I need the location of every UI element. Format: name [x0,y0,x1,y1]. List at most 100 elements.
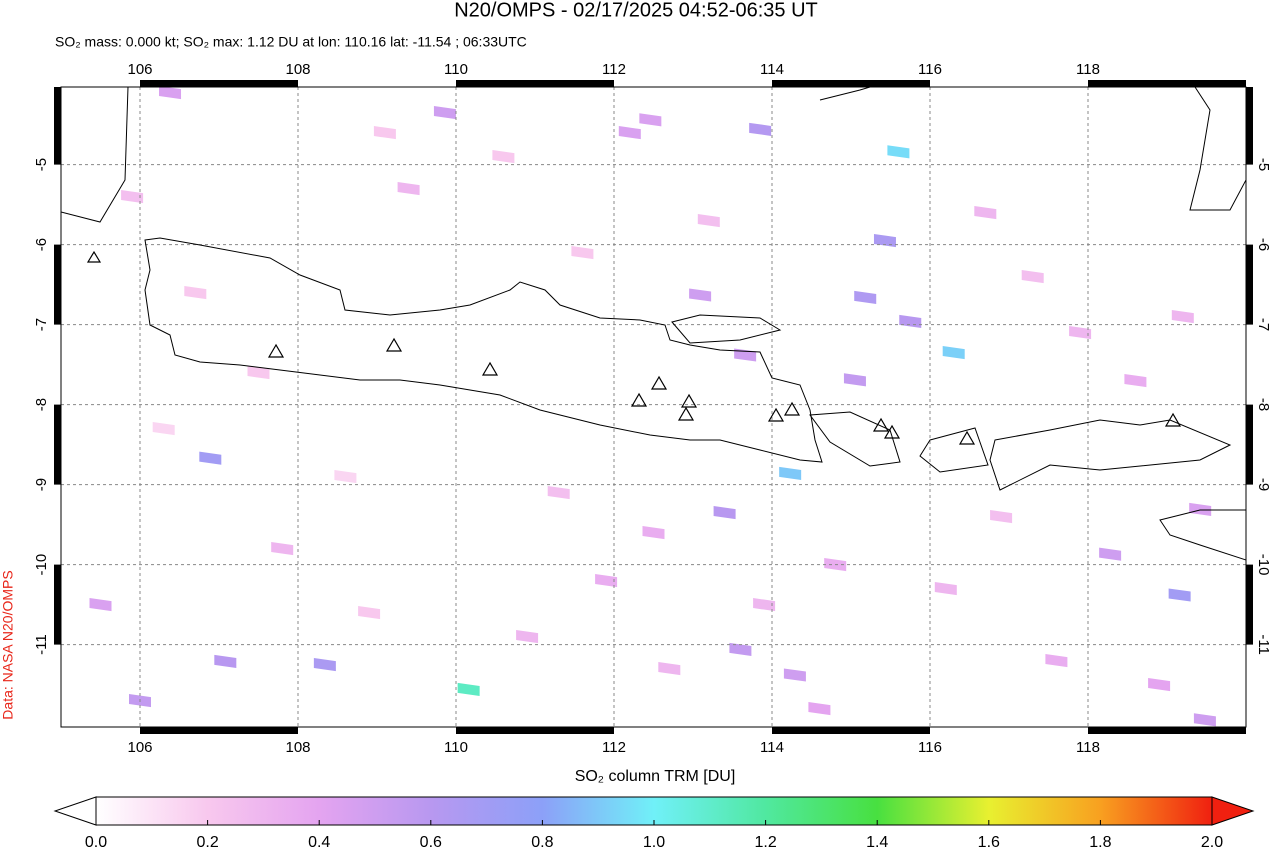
y-tick-label: -10 [33,554,50,576]
frame-bar [456,727,614,734]
so2-cell [121,190,144,204]
so2-cell [843,373,866,387]
so2-cell [159,87,182,100]
frame-bar [140,727,298,734]
x-tick-label: 116 [918,61,942,78]
so2-cell [618,126,641,140]
so2-cell [433,106,456,120]
so2-cell [1171,310,1194,324]
x-tick-label: 118 [1076,61,1100,78]
colorbar-tick-label: 0.2 [196,834,218,851]
so2-cell [152,422,175,436]
x-tick-label: 106 [127,739,152,756]
sumatra [61,87,129,223]
x-tick-label: 116 [918,739,942,756]
so2-cell [934,582,957,596]
sumbawa [989,419,1232,491]
frame-bar [1246,244,1253,325]
frame-bar [1246,87,1253,165]
grid [61,87,1246,727]
colorbar-tick-label: 0.4 [308,834,330,851]
colorbar-label: SO₂ column TRM [DU] [575,768,736,785]
so2-cell [887,145,910,159]
frame-bar [456,80,614,87]
colorbar-tick-label: 0.8 [531,834,553,851]
colorbar-under [53,796,97,826]
frame-bar [54,244,61,325]
y-tick-label: -5 [1255,158,1272,171]
so2-cell [783,668,806,682]
so2-cell [397,182,420,196]
so2-cell [516,630,539,644]
colorbar-tick-label: 0.0 [85,834,107,851]
plot-border [60,86,1247,728]
y-tick-label: -10 [1255,554,1272,576]
colorbar-tick-label: 1.4 [866,834,888,851]
so2-cell [639,113,662,127]
so2-cell [642,526,665,540]
x-tick-label: 108 [285,739,310,756]
x-tick-label: 114 [760,61,784,78]
frame-bar [1246,404,1253,485]
so2-cell [689,288,712,302]
borneo [819,87,1246,211]
so2-cell [854,290,877,304]
colorbar-tick-label: 2.0 [1201,834,1223,851]
frame-bar [1246,564,1253,645]
x-tick-label: 118 [1076,739,1100,756]
so2-cell [1148,678,1171,692]
frame-bar [54,564,61,645]
x-tick-label: 108 [285,61,310,78]
bali [809,411,901,467]
colorbar: 0.0 0.2 0.4 0.6 0.8 1.0 1.2 1.4 1.6 1.8 2.0 [53,796,1255,851]
so2-cell [199,451,222,465]
colorbar-tick-label: 1.0 [643,834,665,851]
so2-cell [1124,374,1147,388]
y-tick-label: -6 [33,238,50,251]
so2-cell [753,598,776,612]
so2-cell [942,346,965,360]
colorbar-tick-label: 1.2 [754,834,776,851]
so2-cell [313,658,336,672]
so2-cell [595,574,618,588]
so2-cell [184,286,207,300]
so2-cell [808,702,831,716]
x-tick-label: 112 [602,61,626,78]
colorbar-tick-label: 0.6 [420,834,442,851]
java [144,237,823,463]
so2-cell [1193,713,1216,727]
chart-title: N20/OMPS - 02/17/2025 04:52-06:35 UT [454,0,818,21]
frame: 106 106 108 108 110 110 112 112 114 114 116 116 118 1… [33,61,1272,756]
frame-bar [772,80,930,87]
so2-cell [571,246,594,260]
so2-cell [779,466,802,480]
sumba [1159,509,1246,561]
y-tick-label: -5 [33,158,50,171]
y-tick-label: -6 [1255,238,1272,251]
x-tick-label: 110 [444,739,468,756]
coastlines [61,87,1246,561]
lombok [919,427,989,473]
plot-area [61,87,1246,727]
x-tick-label: 106 [127,61,152,78]
frame-bar [140,80,298,87]
so2-cell [749,122,772,136]
colorbar-over [1211,796,1255,826]
subtitle: SO₂ mass: 0.000 kt; SO₂ max: 1.12 DU at … [55,34,527,50]
madura [671,314,782,344]
so2-cell [1045,654,1068,668]
x-tick-label: 114 [760,739,784,756]
y-tick-label: -9 [1255,478,1272,491]
y-tick-label: -11 [1255,634,1272,655]
y-tick-label: -8 [1255,398,1272,411]
x-tick-label: 110 [444,61,468,78]
y-tick-label: -8 [33,398,50,411]
y-tick-label: -11 [33,634,50,655]
so2-cell [547,486,570,500]
so2-cell [697,214,720,228]
so2-cell [990,510,1013,524]
so2-cell [271,542,294,556]
credit: Data: NASA N20/OMPS [0,570,16,719]
colorbar-tick-label: 1.6 [978,834,1000,851]
